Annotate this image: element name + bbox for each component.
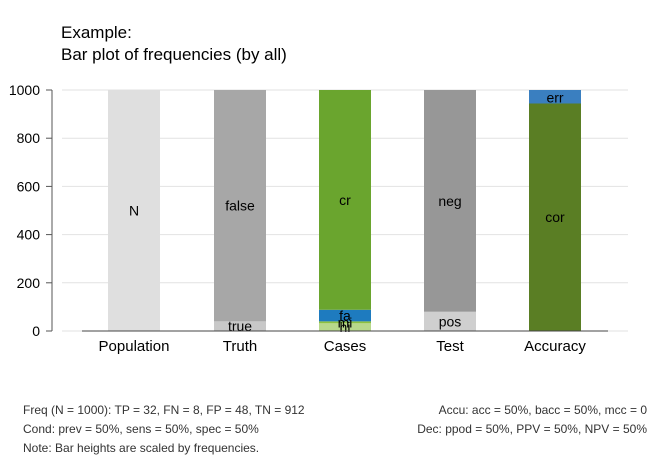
segment-label: false [225,198,255,214]
y-tick-label: 800 [17,130,41,146]
bar-segment [319,309,371,322]
bar-segment [424,311,476,331]
chart-title: Example: [61,23,132,42]
bar-segment [529,90,581,104]
y-tick-label: 200 [17,275,41,291]
segment-label: mi [338,314,353,330]
category-label: Population [99,338,170,355]
category-label: Test [436,338,464,355]
segment-label: cr [339,192,351,208]
footer-dec: Dec: ppod = 50%, PPV = 50%, NPV = 50% [417,422,647,436]
category-label: Truth [223,338,257,355]
bar-segment [319,90,371,310]
bar-segment [319,323,371,331]
chart-subtitle: Bar plot of frequencies (by all) [61,45,287,64]
segment-label: neg [438,193,461,209]
footer-note: Note: Bar heights are scaled by frequenc… [23,441,260,455]
segment-label: hi [340,319,351,335]
footer-accu: Accu: acc = 50%, bacc = 50%, mcc = 0 [438,403,647,417]
bar-segment [214,321,266,331]
segment-label: err [546,89,563,105]
segment-label: fa [339,308,351,324]
footer-cond: Cond: prev = 50%, sens = 50%, spec = 50% [23,422,259,436]
y-tick-label: 600 [17,178,41,194]
segment-label: cor [545,209,565,225]
bar-segment [108,90,160,331]
segment-label: pos [439,313,462,329]
y-tick-label: 0 [32,323,40,339]
bar-segment [319,321,371,324]
y-tick-label: 1000 [9,82,40,98]
footer-freq: Freq (N = 1000): TP = 32, FN = 8, FP = 4… [23,403,305,417]
category-label: Cases [324,338,367,355]
bar-segment [424,90,476,312]
y-tick-label: 400 [17,227,41,243]
bar-segment [529,103,581,331]
category-label: Accuracy [524,338,586,355]
segment-label: N [129,203,139,219]
segment-label: true [228,318,252,334]
bar-segment [214,90,266,322]
bar-chart: 0 200 400 600 800 1000 N Population true false Tru… [9,82,628,355]
